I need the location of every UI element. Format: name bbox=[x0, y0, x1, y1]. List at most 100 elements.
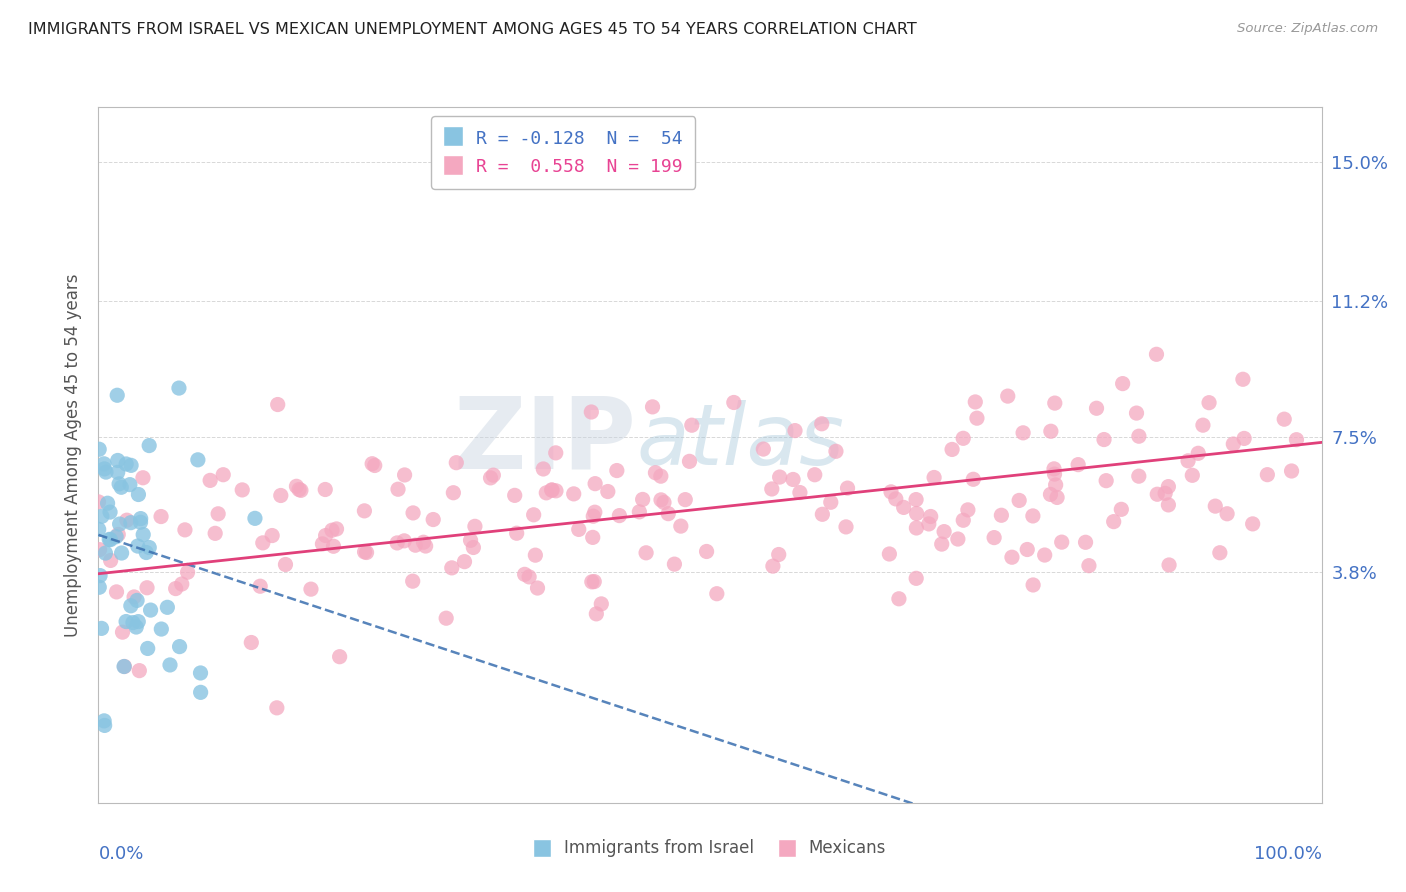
Point bbox=[353, 504, 375, 518]
Point bbox=[820, 495, 842, 509]
Point bbox=[1039, 424, 1062, 438]
Point bbox=[1233, 432, 1256, 446]
Point bbox=[932, 524, 955, 539]
Point bbox=[311, 537, 333, 551]
Point bbox=[893, 500, 915, 515]
Point bbox=[652, 495, 675, 509]
Point bbox=[129, 511, 152, 525]
Point bbox=[394, 533, 416, 548]
Point bbox=[568, 523, 591, 537]
Point bbox=[583, 574, 606, 589]
Point bbox=[288, 483, 311, 497]
Point bbox=[966, 411, 988, 425]
Point bbox=[526, 581, 548, 595]
Point bbox=[446, 456, 468, 470]
Point bbox=[956, 503, 979, 517]
Point bbox=[387, 482, 409, 496]
Point bbox=[249, 579, 271, 593]
Point bbox=[523, 508, 546, 522]
Point bbox=[167, 381, 190, 395]
Point bbox=[1077, 558, 1099, 573]
Point bbox=[325, 522, 347, 536]
Point bbox=[505, 526, 527, 541]
Point bbox=[364, 458, 387, 473]
Point bbox=[415, 539, 437, 553]
Point bbox=[887, 591, 910, 606]
Point bbox=[503, 488, 526, 502]
Point bbox=[89, 580, 111, 594]
Point bbox=[434, 611, 457, 625]
Point bbox=[905, 571, 928, 585]
Point bbox=[463, 541, 485, 555]
Point bbox=[1157, 498, 1180, 512]
Point bbox=[983, 531, 1005, 545]
Point bbox=[114, 659, 136, 673]
Point bbox=[138, 541, 160, 555]
Point bbox=[1102, 515, 1125, 529]
Point bbox=[110, 546, 132, 560]
Point bbox=[582, 530, 605, 544]
Point bbox=[962, 472, 984, 486]
Point bbox=[198, 474, 221, 488]
Point bbox=[540, 483, 562, 497]
Point bbox=[170, 577, 193, 591]
Point bbox=[136, 581, 159, 595]
Point bbox=[267, 398, 290, 412]
Point bbox=[1146, 347, 1168, 361]
Point bbox=[803, 467, 825, 482]
Point bbox=[1085, 401, 1108, 416]
Point bbox=[87, 495, 110, 509]
Point bbox=[1204, 499, 1226, 513]
Point bbox=[1046, 491, 1069, 505]
Point bbox=[941, 442, 963, 457]
Point bbox=[93, 714, 115, 728]
Point bbox=[127, 539, 149, 553]
Point bbox=[636, 546, 658, 560]
Point bbox=[240, 635, 263, 649]
Point bbox=[115, 457, 138, 471]
Point bbox=[132, 471, 155, 485]
Point bbox=[404, 538, 426, 552]
Point bbox=[441, 485, 464, 500]
Point bbox=[1043, 462, 1066, 476]
Point bbox=[299, 582, 322, 596]
Point bbox=[562, 487, 585, 501]
Point bbox=[596, 484, 619, 499]
Point bbox=[105, 388, 128, 402]
Point bbox=[274, 558, 297, 572]
Point bbox=[136, 641, 159, 656]
Point bbox=[93, 718, 115, 732]
Point bbox=[135, 545, 157, 559]
Point bbox=[207, 507, 229, 521]
Text: IMMIGRANTS FROM ISRAEL VS MEXICAN UNEMPLOYMENT AMONG AGES 45 TO 54 YEARS CORRELA: IMMIGRANTS FROM ISRAEL VS MEXICAN UNEMPL… bbox=[28, 22, 917, 37]
Point bbox=[402, 506, 425, 520]
Point bbox=[946, 532, 969, 546]
Point bbox=[1222, 437, 1244, 451]
Point bbox=[107, 527, 129, 541]
Point bbox=[1198, 395, 1220, 409]
Point bbox=[696, 544, 718, 558]
Point bbox=[361, 457, 384, 471]
Point bbox=[212, 467, 235, 482]
Point bbox=[440, 561, 463, 575]
Point bbox=[990, 508, 1012, 523]
Point bbox=[1157, 558, 1180, 572]
Point bbox=[112, 659, 135, 673]
Point bbox=[752, 442, 775, 456]
Point bbox=[329, 649, 352, 664]
Point bbox=[422, 512, 444, 526]
Point bbox=[810, 417, 832, 431]
Point bbox=[314, 483, 336, 497]
Point bbox=[541, 483, 564, 498]
Point bbox=[1050, 535, 1073, 549]
Point bbox=[127, 615, 149, 629]
Point bbox=[118, 477, 141, 491]
Point bbox=[89, 442, 111, 457]
Point bbox=[356, 545, 378, 559]
Point bbox=[1216, 507, 1239, 521]
Point bbox=[94, 546, 117, 560]
Point bbox=[1001, 550, 1024, 565]
Point bbox=[120, 458, 142, 473]
Point bbox=[266, 701, 288, 715]
Point bbox=[290, 483, 312, 498]
